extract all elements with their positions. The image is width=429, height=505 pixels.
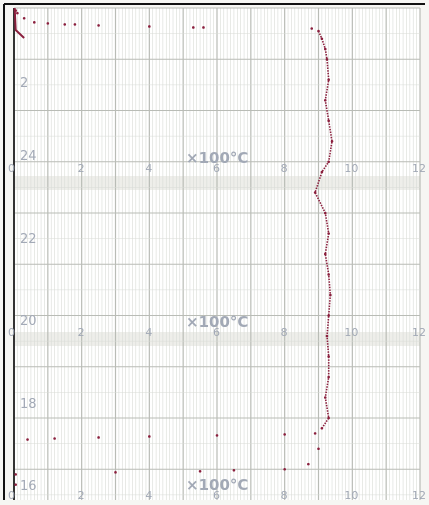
hour-label: 16 (20, 479, 37, 494)
data-point (148, 25, 151, 28)
data-point (327, 314, 330, 317)
data-point (14, 483, 17, 486)
data-point (317, 29, 320, 33)
data-point (320, 170, 324, 174)
data-point (63, 23, 67, 26)
data-point (232, 468, 236, 472)
data-point (327, 160, 330, 164)
data-point (114, 471, 117, 474)
data-point (215, 434, 219, 437)
data-point (313, 191, 317, 194)
hour-label: 20 (20, 314, 37, 329)
data-point (26, 438, 29, 441)
x-tick-label: 6 (213, 326, 220, 339)
data-point (310, 27, 314, 30)
data-point (14, 473, 17, 476)
x-tick-label: 0 (8, 162, 15, 175)
data-point (327, 273, 330, 276)
x-tick-label: 8 (281, 162, 288, 175)
data-point (283, 467, 286, 471)
x-unit-label: ×100°C (186, 149, 248, 167)
x-tick-label: 6 (213, 489, 220, 502)
x-tick-label: 4 (145, 162, 152, 175)
data-point (325, 57, 329, 61)
data-point (307, 462, 310, 466)
data-point (317, 447, 320, 451)
data-point (323, 47, 327, 51)
x-unit-label: ×100°C (186, 476, 248, 494)
data-point (16, 11, 19, 15)
data-point (327, 232, 330, 235)
data-point (329, 293, 332, 297)
data-point (53, 437, 56, 440)
data-point (320, 37, 324, 41)
data-point (330, 139, 334, 143)
x-tick-label: 12 (412, 489, 426, 502)
data-point (73, 23, 77, 26)
hour-label: 2 (20, 76, 28, 91)
x-tick-label: 10 (344, 489, 358, 502)
data-point (97, 24, 100, 27)
x-tick-label: 12 (412, 326, 426, 339)
data-point (327, 416, 330, 420)
x-tick-label: 2 (78, 326, 85, 339)
data-point (325, 334, 329, 338)
data-point (323, 252, 327, 256)
data-point (202, 26, 205, 29)
x-tick-label: 12 (412, 162, 426, 175)
x-tick-label: 10 (344, 162, 358, 175)
data-point (192, 26, 195, 29)
data-point (327, 78, 330, 82)
x-tick-label: 10 (344, 326, 358, 339)
x-tick-label: 2 (78, 162, 85, 175)
data-point (320, 426, 324, 430)
x-tick-label: 2 (78, 489, 85, 502)
data-point (22, 16, 26, 20)
data-point (46, 22, 50, 25)
x-tick-label: 0 (8, 326, 15, 339)
data-point (327, 355, 330, 358)
x-tick-label: 6 (213, 162, 220, 175)
data-point (33, 21, 36, 24)
x-unit-label: ×100°C (186, 313, 248, 331)
data-point (313, 432, 317, 435)
data-point (97, 436, 100, 439)
data-point (283, 433, 286, 436)
x-tick-label: 8 (281, 489, 288, 502)
data-point (323, 211, 327, 215)
x-tick-label: 4 (145, 489, 152, 502)
trace-start-line (13, 7, 25, 39)
data-point (323, 396, 327, 399)
data-point (198, 470, 202, 473)
data-point (327, 375, 330, 379)
data-point (148, 435, 151, 438)
x-tick-label: 8 (281, 326, 288, 339)
data-point (327, 119, 330, 123)
x-tick-label: 0 (8, 489, 15, 502)
hour-label: 22 (20, 232, 37, 247)
hour-label: 24 (20, 149, 37, 164)
hour-label: 18 (20, 397, 37, 412)
data-point (323, 98, 327, 102)
x-tick-label: 4 (145, 326, 152, 339)
